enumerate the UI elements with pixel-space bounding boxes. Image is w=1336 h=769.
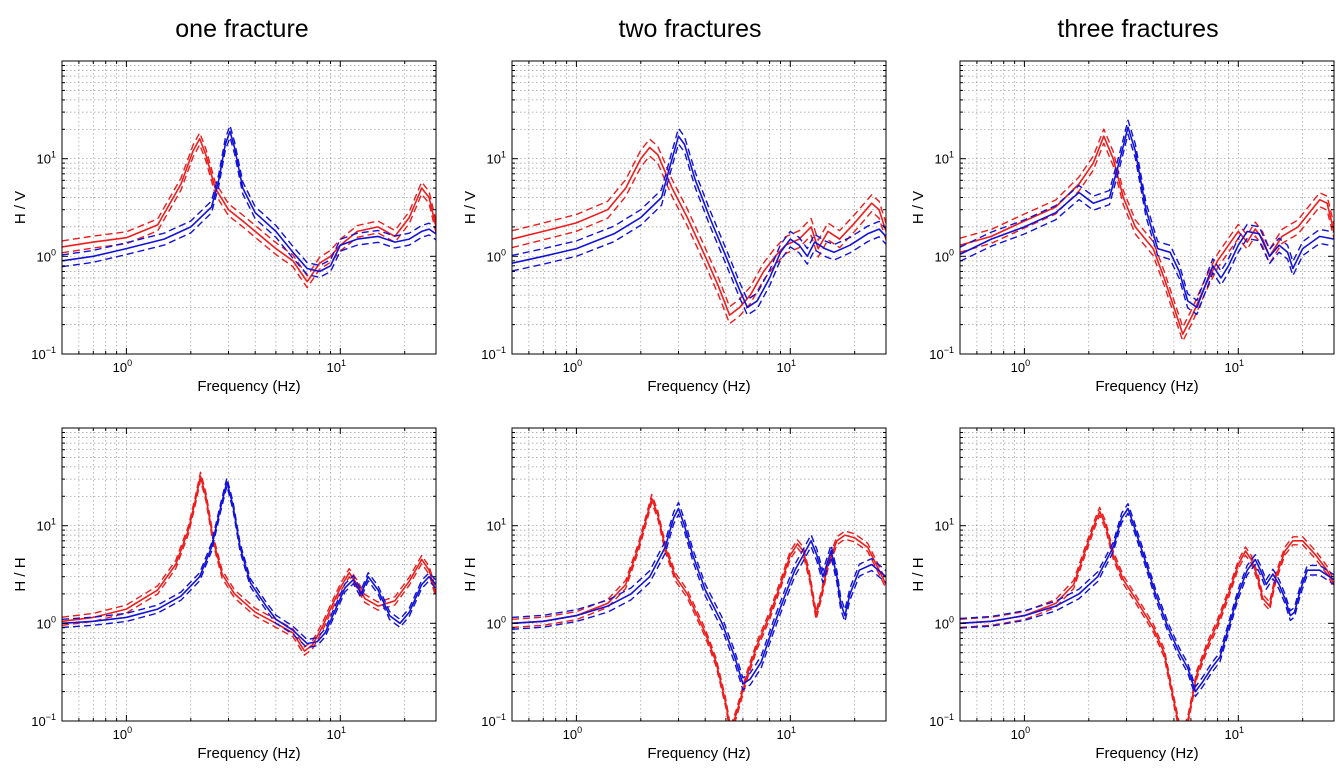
red-upper-bound-line <box>960 506 1334 721</box>
axes-frame <box>959 427 1335 722</box>
x-tick-label: 101 <box>327 725 346 742</box>
blue-mean-line <box>960 507 1334 693</box>
blue-mean-line <box>960 126 1334 309</box>
x-axis-label: Frequency (Hz) <box>197 745 300 762</box>
blue-mean-line <box>62 130 436 273</box>
x-tick-label: 100 <box>563 725 582 742</box>
x-axis-label: Frequency (Hz) <box>647 378 750 395</box>
panel-5: 100 101 10−1 100 101 Frequency (Hz) H / H <box>462 427 887 762</box>
blue-lower-bound-line <box>960 512 1334 698</box>
blue-upper-bound-line <box>512 501 886 679</box>
red-mean-line <box>960 510 1334 721</box>
red-mean-line <box>512 146 886 316</box>
red-lower-bound-line <box>62 144 436 289</box>
red-mean-line <box>62 475 436 652</box>
y-tick-label: 10−1 <box>929 712 954 729</box>
column-title-three-fractures: three fractures <box>1057 15 1218 43</box>
y-tick-label: 101 <box>487 517 506 534</box>
y-tick-label: 10−1 <box>481 712 506 729</box>
plot-area <box>512 127 886 325</box>
blue-upper-bound-line <box>512 127 886 301</box>
red-upper-bound-line <box>512 138 886 308</box>
red-lower-bound-line <box>960 142 1334 342</box>
x-tick-label: 101 <box>1225 358 1244 375</box>
y-tick-label: 101 <box>37 517 56 534</box>
x-axis-label: Frequency (Hz) <box>1095 745 1198 762</box>
y-tick-label: 10−1 <box>31 712 56 729</box>
x-tick-label: 101 <box>777 358 796 375</box>
x-tick-label: 101 <box>327 358 346 375</box>
red-upper-bound-line <box>512 493 886 721</box>
red-upper-bound-line <box>960 128 1334 328</box>
plot-area <box>960 503 1334 721</box>
x-tick-label: 100 <box>113 725 132 742</box>
y-tick-label: 100 <box>935 614 954 631</box>
blue-lower-bound-line <box>512 513 886 691</box>
y-tick-label: 100 <box>487 247 506 264</box>
x-tick-label: 100 <box>1011 725 1030 742</box>
y-tick-label: 10−1 <box>929 345 954 362</box>
axes-frame <box>959 60 1335 355</box>
y-tick-label: 100 <box>487 614 506 631</box>
y-tick-label: 101 <box>935 150 954 167</box>
blue-mean-line <box>512 135 886 309</box>
axes-frame <box>61 60 437 355</box>
red-upper-bound-line <box>62 471 436 648</box>
y-tick-label: 101 <box>37 150 56 167</box>
y-tick-label: 100 <box>37 247 56 264</box>
panel-2: 100 101 10−1 100 101 Frequency (Hz) H / V <box>462 60 887 395</box>
blue-lower-bound-line <box>512 143 886 316</box>
axes-frame <box>511 60 887 355</box>
x-tick-label: 100 <box>113 358 132 375</box>
panel-6: 100 101 10−1 100 101 Frequency (Hz) H / H <box>910 427 1335 762</box>
y-tick-label: 10−1 <box>31 345 56 362</box>
y-tick-label: 101 <box>935 517 954 534</box>
column-title-one-fracture: one fracture <box>175 15 308 43</box>
x-tick-label: 101 <box>1225 725 1244 742</box>
plot-area <box>62 124 436 289</box>
red-lower-bound-line <box>62 479 436 656</box>
y-axis-label: H / H <box>462 557 479 591</box>
y-tick-label: 10−1 <box>481 345 506 362</box>
x-axis-label: Frequency (Hz) <box>1095 378 1198 395</box>
blue-mean-line <box>62 481 436 645</box>
column-title-two-fractures: two fractures <box>618 15 761 43</box>
blue-lower-bound-line <box>62 485 436 649</box>
panel-3: 100 101 10−1 100 101 Frequency (Hz) H / V <box>910 60 1335 395</box>
blue-mean-line <box>512 507 886 685</box>
y-axis-label: H / V <box>462 191 479 224</box>
red-mean-line <box>960 135 1334 335</box>
axes-frame <box>61 427 437 722</box>
red-upper-bound-line <box>62 132 436 277</box>
x-tick-label: 100 <box>1011 358 1030 375</box>
y-tick-label: 100 <box>935 247 954 264</box>
plot-area <box>512 493 886 721</box>
blue-upper-bound-line <box>960 503 1334 688</box>
x-tick-label: 100 <box>563 358 582 375</box>
panel-1: 100 101 10−1 100 101 Frequency (Hz) H / V <box>12 60 437 395</box>
blue-upper-bound-line <box>62 124 436 267</box>
blue-lower-bound-line <box>960 133 1334 316</box>
y-axis-label: H / V <box>12 191 29 224</box>
blue-upper-bound-line <box>960 119 1334 302</box>
red-lower-bound-line <box>512 155 886 325</box>
y-tick-label: 100 <box>37 614 56 631</box>
x-tick-label: 101 <box>777 725 796 742</box>
x-axis-label: Frequency (Hz) <box>647 745 750 762</box>
axes-frame <box>511 427 887 722</box>
y-tick-label: 101 <box>487 150 506 167</box>
blue-lower-bound-line <box>62 136 436 279</box>
red-lower-bound-line <box>512 501 886 721</box>
plot-area <box>960 119 1334 342</box>
y-axis-label: H / H <box>910 557 927 591</box>
plot-area <box>62 471 436 656</box>
x-axis-label: Frequency (Hz) <box>197 378 300 395</box>
y-axis-label: H / V <box>910 191 927 224</box>
y-axis-label: H / H <box>12 557 29 591</box>
blue-upper-bound-line <box>62 477 436 641</box>
red-mean-line <box>62 137 436 283</box>
panel-4: 100 101 10−1 100 101 Frequency (Hz) H / H <box>12 427 437 762</box>
